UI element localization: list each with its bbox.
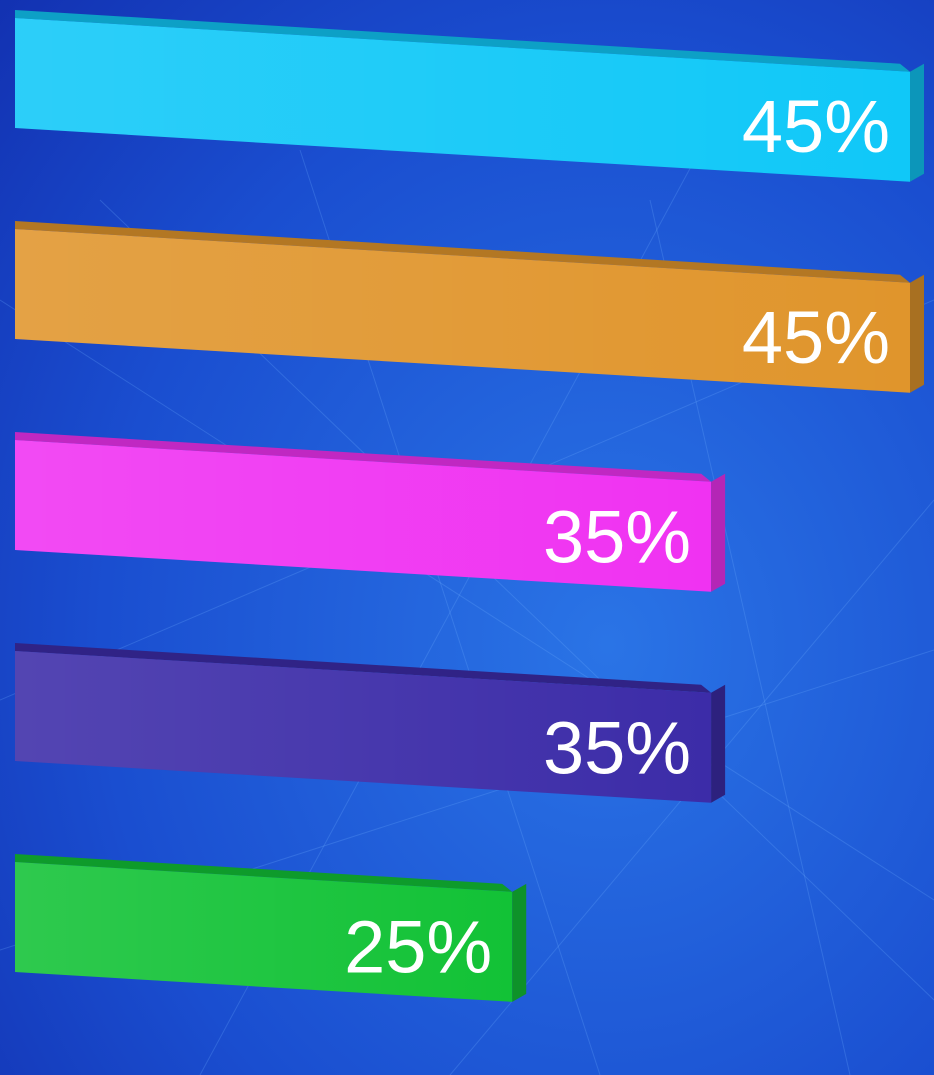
value-label: 35% bbox=[543, 495, 691, 578]
bar-top bbox=[15, 221, 910, 283]
bar-shine bbox=[15, 229, 910, 393]
bar-shine bbox=[15, 862, 513, 1002]
bar-top bbox=[15, 432, 712, 482]
bar-side bbox=[711, 473, 726, 592]
bar-side bbox=[512, 883, 527, 1002]
bar-shine bbox=[15, 651, 712, 803]
value-label: 45% bbox=[742, 85, 890, 168]
value-label: 25% bbox=[344, 905, 492, 988]
bar-side bbox=[711, 684, 726, 803]
value-label: 35% bbox=[543, 706, 691, 789]
bar-top bbox=[15, 854, 513, 892]
bar-shine bbox=[15, 18, 910, 182]
bar-shine bbox=[15, 440, 712, 592]
bar-top bbox=[15, 643, 712, 693]
value-label: 45% bbox=[742, 296, 890, 379]
bar-side bbox=[910, 274, 924, 393]
bar-side bbox=[910, 63, 924, 182]
bar-top bbox=[15, 10, 910, 72]
